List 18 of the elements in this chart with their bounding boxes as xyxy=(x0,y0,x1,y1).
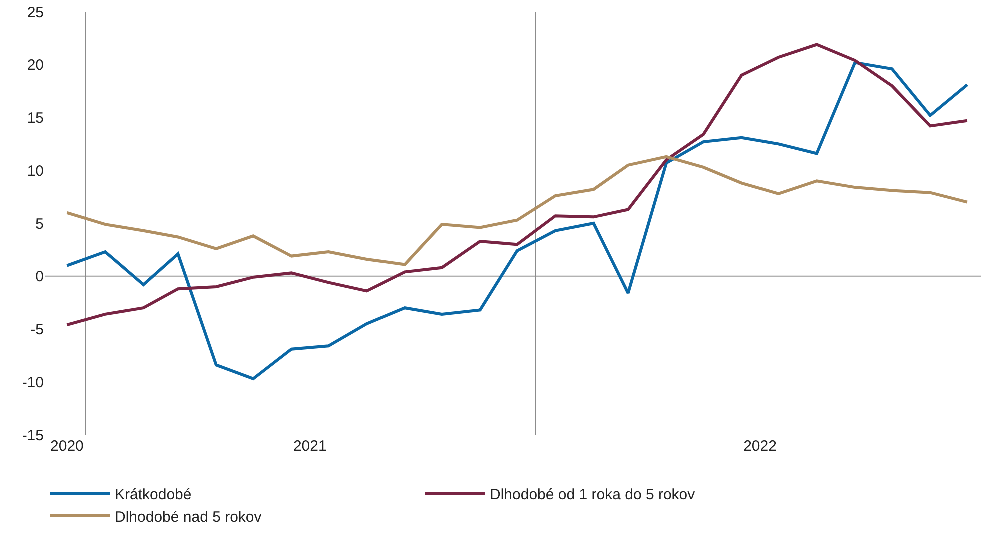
y-tick-label: 5 xyxy=(36,216,44,233)
x-tick-label: 2021 xyxy=(293,438,327,455)
legend-label: Dlhodobé nad 5 rokov xyxy=(115,508,262,526)
y-tick-label: 25 xyxy=(27,4,44,22)
y-tick-label: -15 xyxy=(22,427,44,444)
y-tick-label: -5 xyxy=(30,322,44,338)
line-series xyxy=(66,61,969,380)
legend-label: Dlhodobé od 1 roka do 5 rokov xyxy=(490,486,696,504)
x-tick-label: 2020 xyxy=(50,438,84,455)
line-series xyxy=(66,43,969,327)
y-tick-label: 10 xyxy=(27,162,44,180)
y-tick-label: -10 xyxy=(22,374,44,392)
legend-label: Krátkodobé xyxy=(115,486,192,504)
line-series xyxy=(66,155,969,266)
y-tick-label: 20 xyxy=(27,57,44,74)
y-tick-label: 15 xyxy=(27,110,44,127)
y-tick-label: 0 xyxy=(36,268,44,286)
x-tick-label: 2022 xyxy=(744,438,777,455)
